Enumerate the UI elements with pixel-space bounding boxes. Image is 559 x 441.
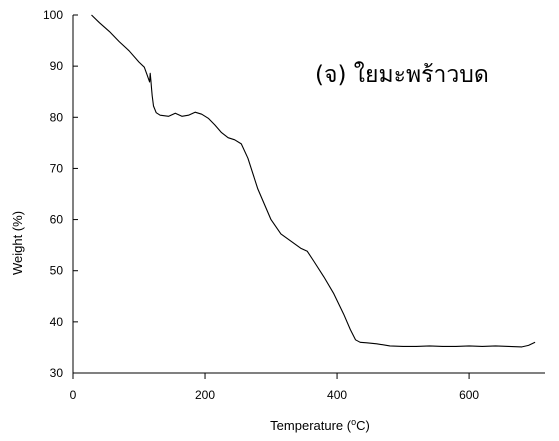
- x-tick-label: 400: [327, 388, 347, 402]
- y-tick-label: 80: [50, 110, 64, 124]
- y-tick-label: 50: [50, 264, 64, 278]
- x-axis-label-end: C): [356, 418, 370, 433]
- x-tick-label: 600: [459, 388, 479, 402]
- y-tick-label: 70: [50, 161, 64, 175]
- chart-annotation: (จ) ใยมะพร้าวบด: [315, 61, 489, 88]
- series-line-0: [91, 14, 536, 348]
- y-tick-label: 60: [50, 213, 64, 227]
- plot-area: 30 40 50 60 70 80 90 100 0 200 400 600: [43, 8, 545, 402]
- x-axis-label-main: Temperature (: [270, 418, 352, 433]
- y-tick-label: 100: [43, 8, 63, 22]
- x-axis-label: Temperature (oC): [270, 417, 370, 433]
- x-tick-label: 200: [195, 388, 215, 402]
- y-axis-label: Weight (%): [10, 211, 25, 275]
- x-axis-label-superscript: o: [351, 417, 356, 427]
- y-tick-label: 40: [50, 315, 64, 329]
- y-tick-label: 90: [50, 59, 64, 73]
- x-tick-label: 0: [70, 388, 77, 402]
- y-tick-label: 30: [50, 366, 64, 380]
